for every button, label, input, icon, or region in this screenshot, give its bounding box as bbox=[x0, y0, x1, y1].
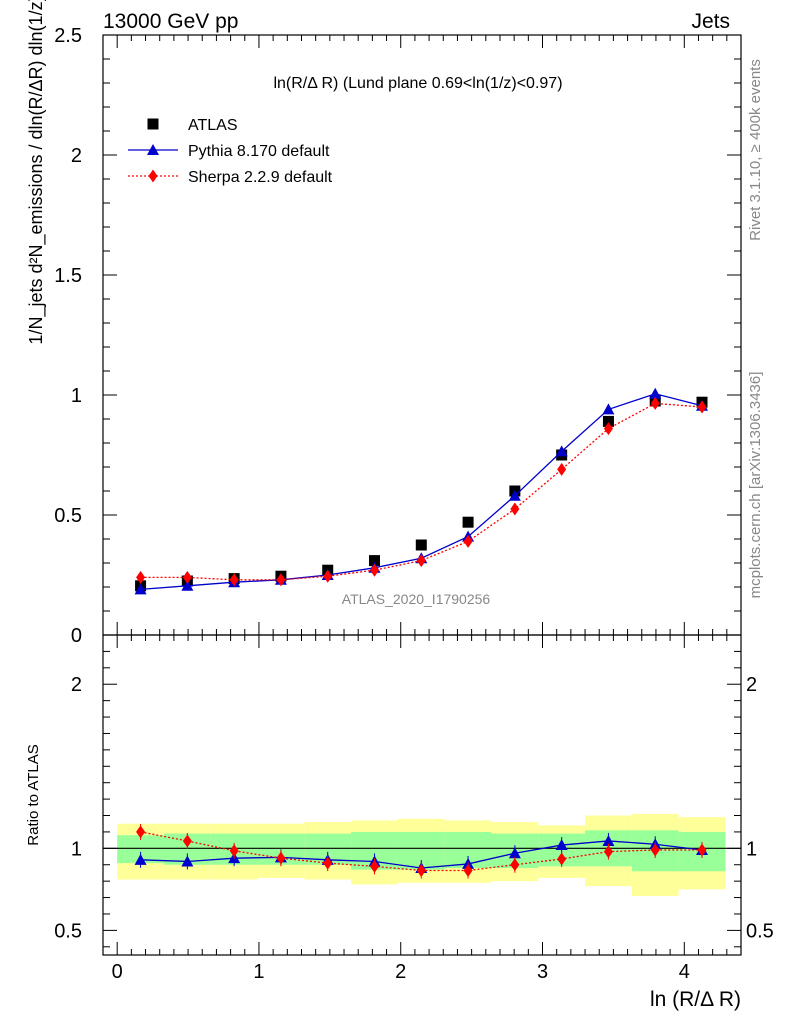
ratio-y-axis-label: Ratio to ATLAS bbox=[25, 744, 42, 845]
legend-marker-pythia-8-170-default bbox=[147, 144, 159, 155]
main-y-axis-label: 1/N_jets d²N_emissions / dln(R/ΔR) dln(1… bbox=[26, 0, 47, 345]
main-point-sherpa-2-2-9-default bbox=[510, 502, 520, 516]
ratio-y-axis-ticks: 0.5 0.5 1 1 2 2 bbox=[54, 634, 774, 948]
ratio-point-sherpa-2-2-9-default bbox=[182, 834, 192, 848]
main-y-tick-label: 1.5 bbox=[54, 265, 82, 287]
main-plot-title: ln(R/Δ R) (Lund plane 0.69<ln(1/z)<0.97) bbox=[273, 75, 562, 92]
legend-label-atlas: ATLAS bbox=[188, 117, 238, 134]
main-y-tick-label: 2 bbox=[71, 145, 82, 167]
ratio-point-sherpa-2-2-9-default bbox=[557, 852, 567, 866]
header-right: Jets bbox=[691, 10, 730, 33]
main-point-atlas bbox=[462, 516, 474, 528]
header-left: 13000 GeV pp bbox=[103, 10, 238, 33]
ratio-point-pythia-8-170-default bbox=[508, 847, 521, 859]
legend-label-sherpa-2-2-9-default: Sherpa 2.2.9 default bbox=[188, 169, 333, 186]
main-point-sherpa-2-2-9-default bbox=[416, 554, 426, 568]
main-point-sherpa-2-2-9-default bbox=[697, 400, 707, 414]
rivet-label: Rivet 3.1.10, ≥ 400k events bbox=[747, 59, 764, 241]
main-point-sherpa-2-2-9-default bbox=[603, 422, 613, 436]
ratio-y-tick-label-right: 1 bbox=[746, 838, 757, 860]
x-tick-label: 3 bbox=[537, 961, 548, 983]
main-point-sherpa-2-2-9-default bbox=[463, 534, 473, 548]
main-point-sherpa-2-2-9-default bbox=[650, 396, 660, 410]
ratio-plot-frame bbox=[102, 634, 742, 956]
ratio-point-sherpa-2-2-9-default bbox=[370, 859, 380, 873]
ratio-point-sherpa-2-2-9-default bbox=[463, 863, 473, 877]
ratio-point-sherpa-2-2-9-default bbox=[510, 858, 520, 872]
main-y-tick-label: 2.5 bbox=[54, 25, 82, 47]
ratio-y-tick-label-right: 0.5 bbox=[746, 920, 774, 942]
ratio-point-pythia-8-170-default bbox=[181, 855, 194, 867]
ratio-point-sherpa-2-2-9-default bbox=[276, 851, 286, 865]
ratio-point-pythia-8-170-default bbox=[555, 839, 568, 851]
ratio-point-sherpa-2-2-9-default bbox=[323, 856, 333, 870]
x-axis-label: ln (R/Δ R) bbox=[650, 988, 741, 1011]
x-tick-label: 0 bbox=[112, 961, 123, 983]
x-tick-label: 4 bbox=[679, 961, 690, 983]
legend-marker-atlas bbox=[147, 118, 159, 130]
main-y-tick-label: 0.5 bbox=[54, 505, 82, 527]
x-tick-label: 1 bbox=[253, 961, 264, 983]
ratio-point-pythia-8-170-default bbox=[602, 834, 615, 846]
legend-label-pythia-8-170-default: Pythia 8.170 default bbox=[188, 143, 330, 160]
main-point-sherpa-2-2-9-default bbox=[323, 569, 333, 583]
ratio-y-tick-label: 0.5 bbox=[54, 920, 82, 942]
ratio-uncertainty-bands bbox=[117, 813, 726, 896]
ratio-point-sherpa-2-2-9-default bbox=[697, 843, 707, 857]
main-point-atlas bbox=[415, 539, 427, 551]
ratio-point-pythia-8-170-default bbox=[134, 853, 147, 865]
main-point-pythia-8-170-default bbox=[508, 489, 521, 501]
main-point-sherpa-2-2-9-default bbox=[557, 462, 567, 476]
main-y-axis-ticks: 0 0.5 1 1.5 2 2.5 bbox=[54, 25, 741, 647]
main-point-sherpa-2-2-9-default bbox=[229, 573, 239, 587]
main-point-atlas bbox=[602, 415, 614, 427]
main-point-pythia-8-170-default bbox=[181, 579, 194, 591]
x-axis-ticks: 0 1 2 3 4 bbox=[112, 35, 742, 983]
ratio-point-sherpa-2-2-9-default bbox=[229, 844, 239, 858]
ratio-point-sherpa-2-2-9-default bbox=[650, 843, 660, 857]
main-point-atlas bbox=[369, 555, 381, 567]
ratio-point-sherpa-2-2-9-default bbox=[416, 863, 426, 877]
main-point-pythia-8-170-default bbox=[555, 445, 568, 457]
mcplots-label: mcplots.cern.ch [arXiv:1306.3436] bbox=[747, 372, 764, 599]
main-point-sherpa-2-2-9-default bbox=[276, 573, 286, 587]
legend-marker-sherpa-2-2-9-default bbox=[148, 169, 158, 183]
legend: ATLAS Pythia 8.170 default Sherpa 2.2.9 de… bbox=[128, 117, 333, 186]
analysis-watermark: ATLAS_2020_I1790256 bbox=[342, 591, 491, 607]
ratio-y-tick-label: 1 bbox=[71, 838, 82, 860]
x-tick-label: 2 bbox=[395, 961, 406, 983]
main-point-pythia-8-170-default bbox=[602, 403, 615, 415]
ratio-point-sherpa-2-2-9-default bbox=[603, 845, 613, 859]
main-y-tick-label: 0 bbox=[71, 625, 82, 647]
main-point-pythia-8-170-default bbox=[134, 583, 147, 595]
main-point-pythia-8-170-default bbox=[649, 387, 662, 399]
ratio-data-series bbox=[134, 823, 709, 879]
ratio-y-tick-label: 2 bbox=[71, 674, 82, 696]
ratio-y-tick-label-right: 2 bbox=[746, 674, 757, 696]
main-point-sherpa-2-2-9-default bbox=[136, 570, 146, 584]
main-point-sherpa-2-2-9-default bbox=[370, 563, 380, 577]
main-point-sherpa-2-2-9-default bbox=[182, 570, 192, 584]
ratio-point-sherpa-2-2-9-default bbox=[136, 825, 146, 839]
main-data-series bbox=[134, 387, 709, 595]
main-y-tick-label: 1 bbox=[71, 385, 82, 407]
